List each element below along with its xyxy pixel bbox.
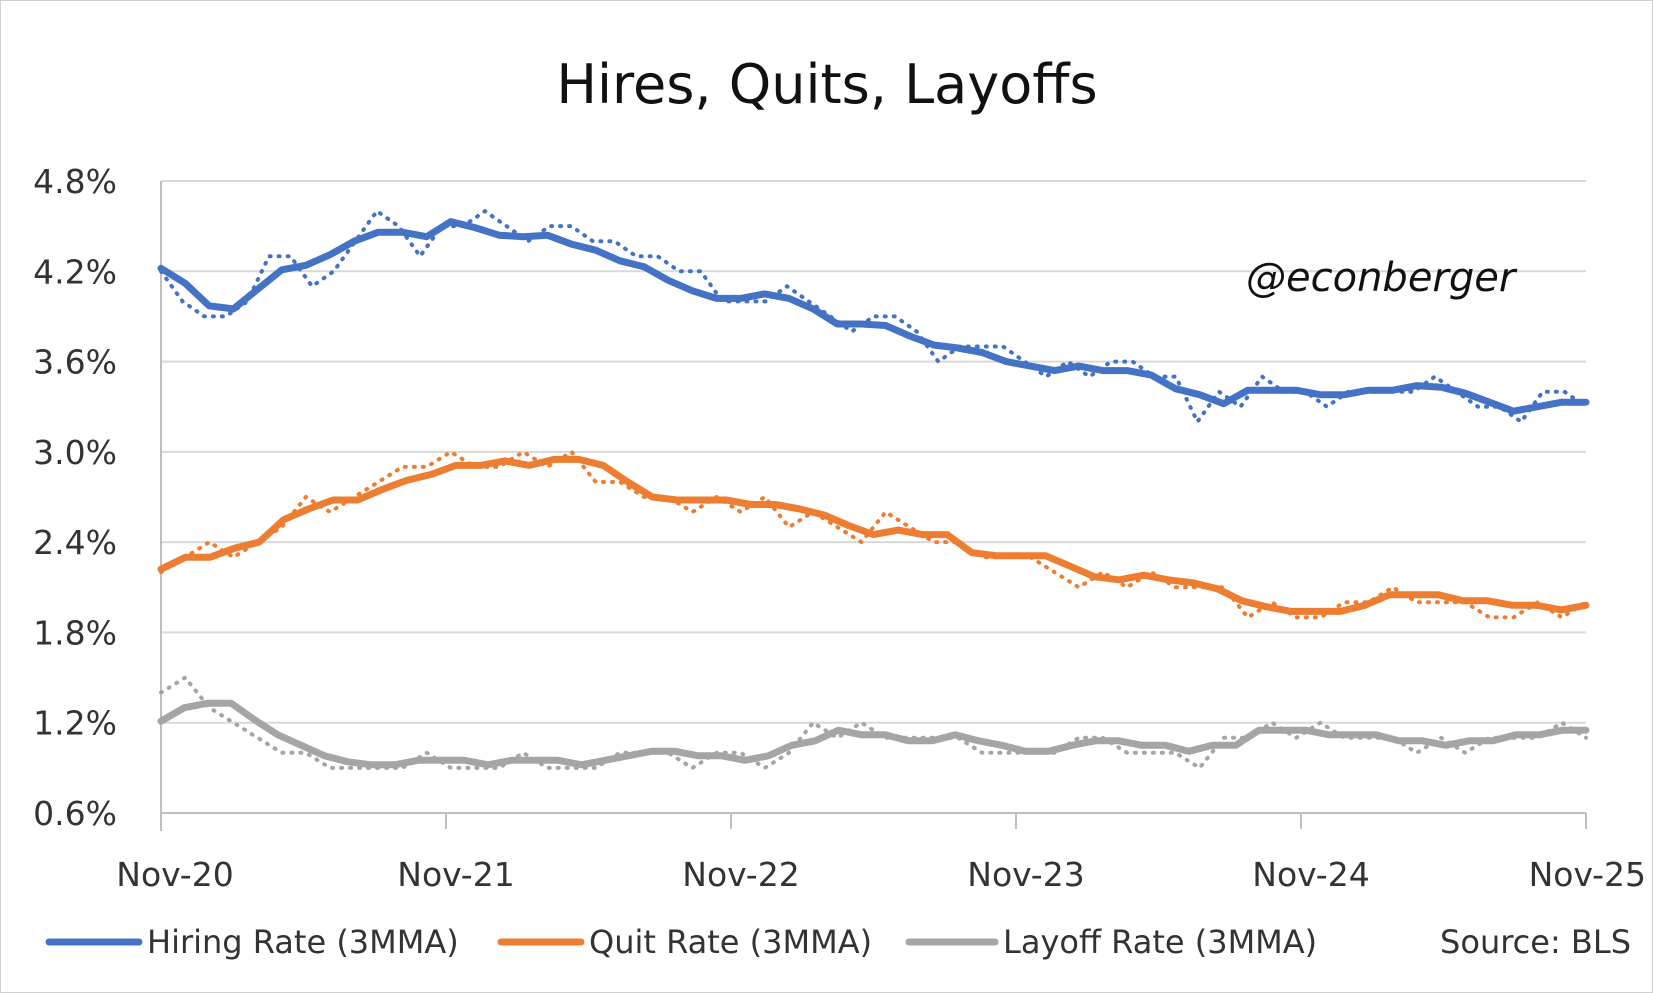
x-tick-label: Nov-22 [682,855,799,894]
series-3mma-hiring [157,218,1590,415]
chart-title: Hires, Quits, Layoffs [556,53,1097,116]
x-tick-label: Nov-21 [397,855,514,894]
series-3mma-quit [157,455,1590,615]
y-tick-label: 4.8% [33,162,117,201]
legend: Hiring Rate (3MMA) Quit Rate (3MMA) Layo… [45,923,1631,961]
source-note: Source: BLS [1440,923,1631,961]
series-monthly-quit [159,449,1588,620]
y-axis-ticks: 0.6% 1.2% 1.8% 2.4% 3.0% 3.6% 4.2% 4.8% [33,162,117,833]
x-axis: Nov-20 Nov-21 Nov-22 Nov-23 Nov-24 Nov-25 [116,181,1646,894]
watermark-handle: @econberger [1246,255,1518,301]
y-tick-label: 2.4% [33,523,117,562]
gridlines [161,180,1586,724]
y-tick-label: 4.2% [33,252,117,291]
y-tick-label: 3.6% [33,343,117,382]
y-tick-label: 1.2% [33,704,117,743]
series-lines [157,209,1590,770]
y-tick-label: 1.8% [33,613,117,652]
x-tick-label: Nov-20 [116,855,233,894]
series-monthly-layoff [159,675,1588,770]
legend-label-layoff: Layoff Rate (3MMA) [1003,923,1317,961]
y-tick-label: 3.0% [33,433,117,472]
series-3mma-layoff [157,699,1590,769]
x-tick-label: Nov-24 [1252,855,1369,894]
y-tick-label: 0.6% [33,794,117,833]
x-tick-label: Nov-23 [967,855,1084,894]
x-tick-label: Nov-25 [1529,855,1646,894]
legend-label-hiring: Hiring Rate (3MMA) [147,923,459,961]
legend-label-quit: Quit Rate (3MMA) [589,923,872,961]
